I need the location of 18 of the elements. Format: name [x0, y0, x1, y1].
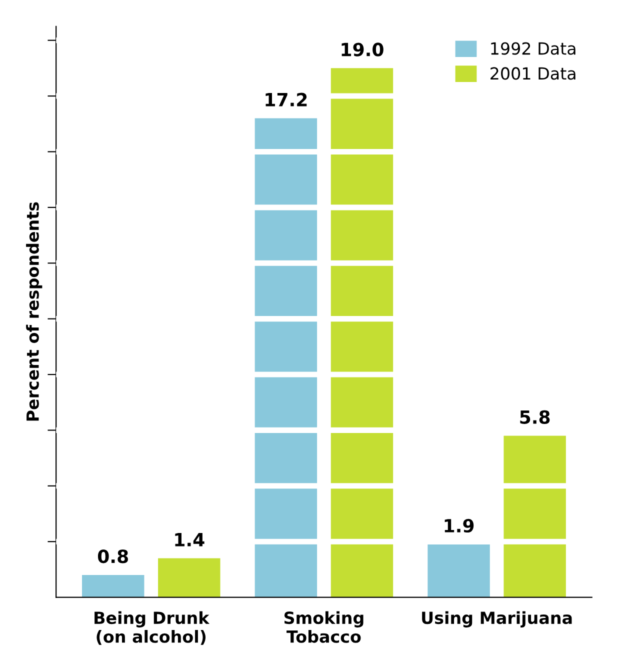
x-tick-label: Using Marijuana [422, 611, 572, 628]
data-label: 17.2 [266, 92, 307, 106]
data-label: 1.4 [175, 533, 204, 546]
data-label: 1.9 [444, 518, 474, 533]
data-label: 19.0 [342, 42, 384, 56]
bar [82, 575, 144, 598]
legend-label: 2001 Data [490, 67, 576, 80]
bar [428, 544, 490, 598]
y-axis-title: Percent of respondents [26, 202, 42, 421]
bar [158, 558, 220, 598]
data-label: 5.8 [520, 410, 550, 424]
bar [254, 118, 318, 598]
x-tick-label: Smoking Tobacco [284, 611, 364, 643]
data-label: 0.8 [98, 550, 128, 564]
bar [504, 436, 566, 598]
legend-label: 1992 Data [491, 42, 576, 55]
x-tick-label: Being Drunk (on alcohol) [94, 611, 210, 645]
bar [330, 68, 394, 598]
